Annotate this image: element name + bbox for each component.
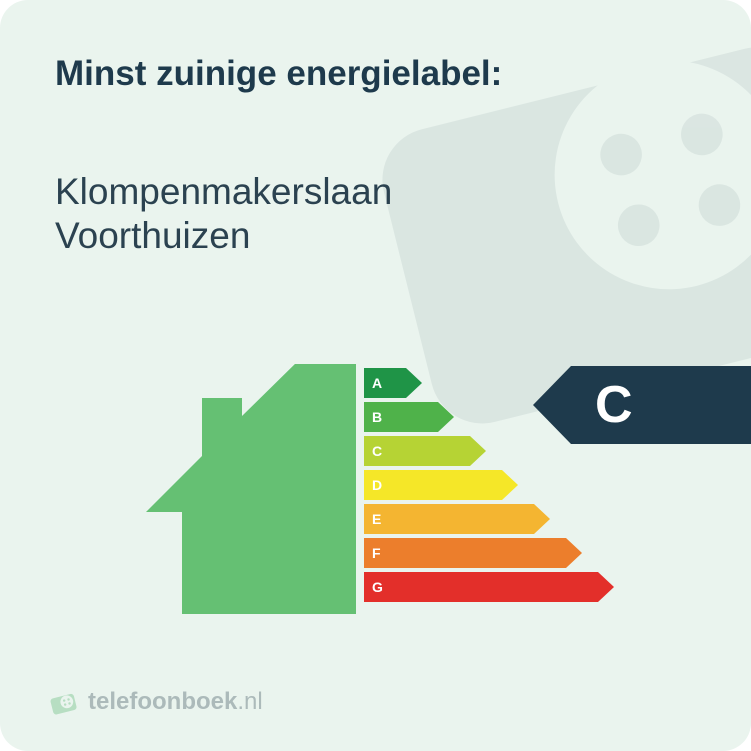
footer-book-icon: [48, 687, 78, 717]
bar-label: G: [372, 572, 383, 602]
footer-name: telefoonboek: [88, 688, 237, 715]
bar-shape: [364, 470, 518, 500]
energy-label-card: Minst zuinige energielabel: Klompenmaker…: [0, 0, 751, 751]
bar-label: E: [372, 504, 381, 534]
bar-label: B: [372, 402, 382, 432]
bar-label: C: [372, 436, 382, 466]
page-title: Minst zuinige energielabel:: [55, 54, 696, 94]
bar-shape: [364, 436, 486, 466]
rating-indicator: C: [533, 366, 751, 444]
bar-label: F: [372, 538, 381, 568]
bar-label: A: [372, 368, 382, 398]
bar-label: D: [372, 470, 382, 500]
footer-logo: telefoonboek.nl: [48, 687, 263, 717]
bar-shape: [364, 538, 582, 568]
rating-letter: C: [595, 366, 715, 444]
bar-shape: [364, 572, 614, 602]
footer-tld: .nl: [237, 688, 262, 715]
subtitle-line2: Voorthuizen: [55, 215, 250, 256]
subtitle: Klompenmakerslaan Voorthuizen: [55, 170, 696, 259]
energy-chart: ABCDEFG: [148, 360, 598, 640]
subtitle-line1: Klompenmakerslaan: [55, 171, 392, 212]
house-icon: [142, 364, 362, 620]
footer-text: telefoonboek.nl: [88, 688, 263, 716]
bar-shape: [364, 504, 550, 534]
